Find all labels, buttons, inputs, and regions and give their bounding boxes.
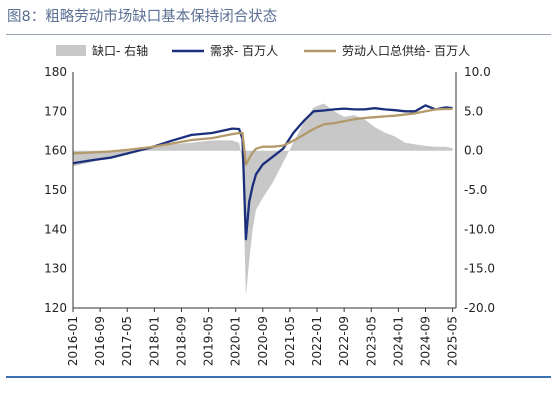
legend-label-demand: 需求- 百万人 [210, 44, 278, 58]
right-y-tick-label: -15.0 [464, 262, 495, 276]
x-tick-label: 2018-01 [147, 316, 161, 366]
right-y-tick-label: -5.0 [464, 183, 487, 197]
supply-line-series [72, 107, 453, 166]
title-divider [6, 34, 551, 35]
x-tick-label: 2025-05 [446, 316, 460, 366]
right-y-tick-label: 0.0 [464, 144, 483, 158]
legend-label-supply: 劳动人口总供给- 百万人 [342, 44, 470, 58]
right-y-tick-label: -20.0 [464, 301, 495, 315]
x-tick-label: 2024-09 [418, 316, 432, 366]
figure-title: 图8：粗略劳动市场缺口基本保持闭合状态 [7, 9, 278, 25]
x-tick-label: 2017-05 [120, 316, 134, 366]
legend: 缺口- 右轴 需求- 百万人 劳动人口总供给- 百万人 [56, 43, 470, 58]
left-y-tick-label: 180 [44, 65, 67, 79]
left-y-tick-label: 150 [44, 183, 67, 197]
legend-swatch-gap [56, 45, 86, 56]
left-y-tick-label: 160 [44, 144, 67, 158]
left-y-tick-label: 170 [44, 104, 67, 118]
gap-area-layer [73, 103, 453, 297]
bottom-divider [6, 376, 551, 378]
x-tick-label: 2019-05 [202, 316, 216, 366]
x-tick-label: 2020-09 [256, 316, 270, 366]
legend-label-gap: 缺口- 右轴 [92, 43, 148, 58]
x-tick-label: 2021-05 [283, 316, 297, 366]
left-y-tick-label: 140 [44, 222, 67, 236]
x-tick-label: 2024-01 [391, 316, 405, 366]
x-tick-label: 2022-01 [310, 316, 324, 366]
left-y-tick-label: 120 [44, 301, 67, 315]
right-y-tick-label: 10.0 [464, 65, 491, 79]
x-tick-label: 2018-09 [174, 316, 188, 366]
x-tick-label: 2016-01 [66, 316, 80, 366]
line-layer [72, 104, 453, 241]
x-tick-label: 2022-09 [337, 316, 351, 366]
gap-area-series [73, 103, 453, 297]
right-y-tick-label: -10.0 [464, 222, 495, 236]
x-tick-label: 2023-05 [364, 316, 378, 366]
axes-layer: 180 170 160 150 140 130 120 10.0 5.0 0.0 -5.0 -10.0… [44, 65, 495, 366]
right-y-tick-label: 5.0 [464, 104, 483, 118]
demand-line-series [72, 104, 453, 241]
x-tick-label: 2020-01 [229, 316, 243, 366]
x-tick-label: 2016-09 [93, 316, 107, 366]
left-y-tick-label: 130 [44, 262, 67, 276]
